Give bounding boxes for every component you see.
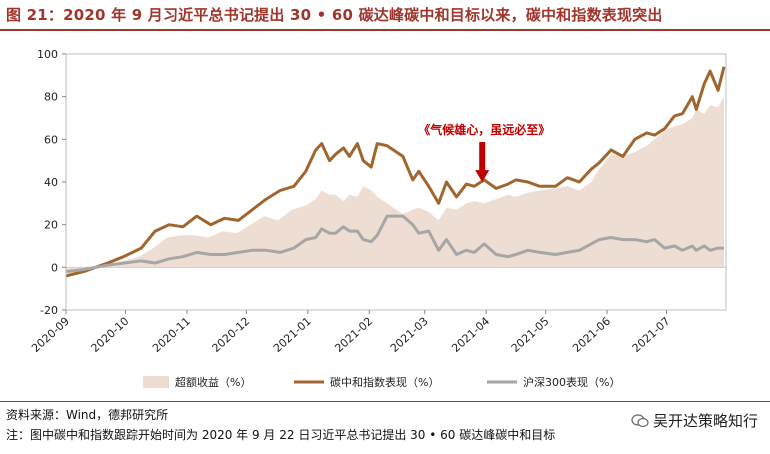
y-tick-label: -20 bbox=[40, 304, 58, 317]
y-tick-label: 0 bbox=[51, 261, 58, 274]
y-tick-label: 100 bbox=[37, 48, 58, 61]
legend: 超额收益（%） 碳中和指数表现（%） 沪深300表现（%） bbox=[143, 375, 620, 389]
y-tick-label: 40 bbox=[44, 176, 58, 189]
x-tick-label: 2021-07 bbox=[630, 315, 673, 355]
y-tick-label: 60 bbox=[44, 133, 58, 146]
x-tick-label: 2021-04 bbox=[449, 315, 492, 355]
x-tick-label: 2021-02 bbox=[332, 315, 375, 355]
annotation-text: 《气候雄心，虽远必至》 bbox=[418, 122, 550, 137]
legend-hs300-label: 沪深300表现（%） bbox=[523, 375, 620, 389]
annotation-arrow-shaft bbox=[479, 142, 486, 173]
x-tick-label: 2021-05 bbox=[509, 315, 552, 355]
legend-excess-return-label: 超额收益（%） bbox=[175, 375, 251, 389]
x-tick-label: 2021-06 bbox=[570, 315, 613, 355]
footer-rule bbox=[0, 401, 770, 402]
footnote: 注：图中碳中和指数跟踪开始时间为 2020 年 9 月 22 日习近平总书记提出… bbox=[6, 428, 556, 442]
annotation: 《气候雄心，虽远必至》 bbox=[418, 122, 550, 183]
chart-title: 图 21：2020 年 9 月习近平总书记提出 30 • 60 碳达峰碳中和目标… bbox=[6, 6, 663, 24]
watermark-text: 吴开达策略知行 bbox=[652, 412, 758, 430]
source-note: 资料来源：Wind，德邦研究所 bbox=[6, 408, 169, 422]
x-tick-label: 2020-12 bbox=[210, 315, 253, 355]
y-tick-labels: -20 0 20 40 60 80 100 bbox=[37, 48, 58, 317]
series-carbon-neutral-line bbox=[65, 66, 726, 278]
area-layer bbox=[66, 96, 725, 274]
watermark: 吴开达策略知行 bbox=[631, 410, 758, 431]
axes bbox=[62, 53, 727, 314]
y-tick-label: 80 bbox=[44, 91, 58, 104]
wechat-icon bbox=[631, 413, 649, 428]
line-layer bbox=[65, 66, 726, 278]
series-excess-return-area bbox=[66, 96, 725, 274]
x-tick-label: 2021-01 bbox=[271, 315, 314, 355]
title-rule bbox=[0, 29, 770, 31]
annotation-arrow-head bbox=[475, 170, 490, 183]
legend-carbon-neutral-label: 碳中和指数表现（%） bbox=[330, 375, 439, 389]
x-tick-label: 2020-11 bbox=[150, 315, 193, 355]
x-tick-label: 2021-03 bbox=[388, 315, 431, 355]
x-tick-labels: 2020-09 2020-10 2020-11 2020-12 2021-01 2021-… bbox=[29, 315, 672, 355]
y-tick-label: 20 bbox=[44, 219, 58, 232]
legend-excess-return-swatch bbox=[143, 376, 169, 388]
series-hs300-line bbox=[65, 214, 724, 274]
x-tick-label: 2020-09 bbox=[29, 315, 72, 355]
x-tick-label: 2020-10 bbox=[89, 315, 132, 355]
